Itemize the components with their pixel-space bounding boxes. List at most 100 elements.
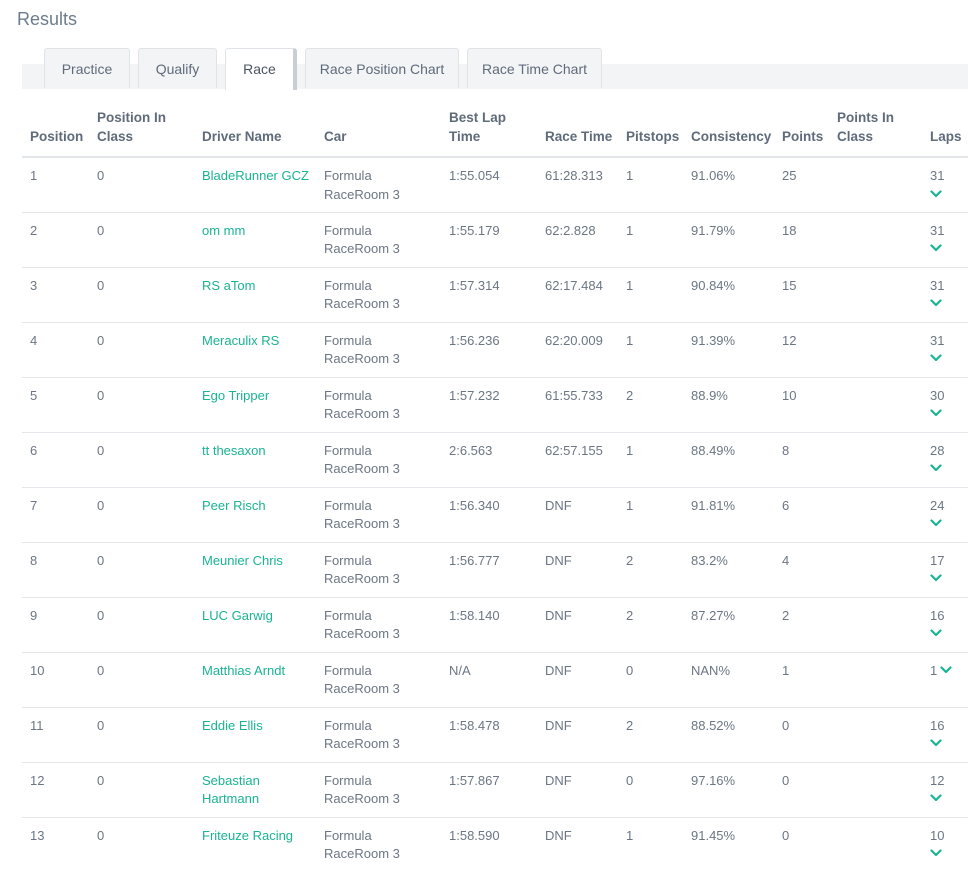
chevron-down-icon[interactable] bbox=[930, 794, 942, 802]
chevron-down-icon[interactable] bbox=[930, 739, 942, 747]
cell-position: 11 bbox=[22, 706, 89, 762]
cell-consistency: 87.27% bbox=[683, 596, 774, 652]
header-driver-name[interactable]: Driver Name bbox=[194, 102, 316, 158]
tab-race[interactable]: Race bbox=[225, 48, 297, 90]
chevron-down-icon[interactable] bbox=[930, 354, 942, 362]
cell-best-lap-time: 1:55.179 bbox=[441, 211, 537, 267]
cell-laps: 12 bbox=[922, 761, 968, 817]
cell-position-in-class: 0 bbox=[89, 431, 194, 487]
driver-name-link[interactable]: om mm bbox=[202, 222, 246, 238]
laps-count: 30 bbox=[930, 387, 945, 403]
cell-position-in-class: 0 bbox=[89, 816, 194, 872]
cell-consistency: 91.45% bbox=[683, 816, 774, 872]
cell-position-in-class: 0 bbox=[89, 651, 194, 707]
cell-position-in-class: 0 bbox=[97, 168, 105, 183]
driver-name-link[interactable]: Sebastian Hartmann bbox=[202, 772, 260, 807]
header-points[interactable]: Points bbox=[774, 102, 829, 158]
laps-count: 16 bbox=[930, 717, 945, 733]
header-position[interactable]: Position bbox=[22, 102, 89, 158]
table-row: 12 0 Sebastian Hartmann Formula RaceRoom… bbox=[22, 761, 968, 817]
cell-car: Formula RaceRoom 3 bbox=[324, 168, 400, 202]
cell-best-lap-time: N/A bbox=[441, 651, 537, 707]
cell-race-time: DNF bbox=[537, 596, 618, 652]
driver-name-link[interactable]: tt thesaxon bbox=[202, 442, 266, 458]
cell-race-time: DNF bbox=[537, 761, 618, 817]
header-race-time[interactable]: Race Time bbox=[537, 102, 618, 158]
cell-best-lap-time: 1:56.777 bbox=[441, 541, 537, 597]
header-car[interactable]: Car bbox=[316, 102, 441, 158]
chevron-down-icon[interactable] bbox=[930, 464, 942, 472]
cell-car: Formula RaceRoom 3 bbox=[316, 651, 441, 707]
chevron-down-icon[interactable] bbox=[930, 574, 942, 582]
cell-race-time: 61:55.733 bbox=[537, 376, 618, 432]
table-row: 10 0 Matthias Arndt Formula RaceRoom 3 N… bbox=[22, 651, 968, 707]
driver-name-link[interactable]: Eddie Ellis bbox=[202, 717, 263, 733]
driver-name-link[interactable]: LUC Garwig bbox=[202, 607, 273, 623]
cell-points-in-class bbox=[829, 596, 922, 652]
cell-position-in-class: 0 bbox=[89, 376, 194, 432]
header-points-in-class[interactable]: Points In Class bbox=[829, 102, 922, 158]
tab-race-position-chart[interactable]: Race Position Chart bbox=[305, 48, 459, 88]
cell-points-in-class bbox=[829, 761, 922, 817]
chevron-down-icon[interactable] bbox=[930, 519, 942, 527]
driver-name-link[interactable]: RS aTom bbox=[202, 277, 256, 293]
cell-best-lap-time: 1:55.054 bbox=[449, 168, 500, 183]
header-pitstops[interactable]: Pitstops bbox=[618, 102, 683, 158]
cell-laps: 16 bbox=[922, 596, 968, 652]
table-row: 4 0 Meraculix RS Formula RaceRoom 3 1:56… bbox=[22, 321, 968, 377]
cell-car: Formula RaceRoom 3 bbox=[316, 266, 441, 322]
chevron-down-icon[interactable] bbox=[930, 299, 942, 307]
header-consistency[interactable]: Consistency bbox=[683, 102, 774, 158]
cell-consistency: 97.16% bbox=[683, 761, 774, 817]
cell-consistency: 88.49% bbox=[683, 431, 774, 487]
chevron-down-icon[interactable] bbox=[940, 665, 952, 674]
header-best-lap-time[interactable]: Best Lap Time bbox=[441, 102, 537, 158]
tab-qualify[interactable]: Qualify bbox=[138, 48, 217, 88]
cell-race-time: DNF bbox=[537, 486, 618, 542]
cell-race-time: DNF bbox=[537, 541, 618, 597]
cell-points: 0 bbox=[774, 706, 829, 762]
cell-race-time: 62:20.009 bbox=[537, 321, 618, 377]
chevron-down-icon[interactable] bbox=[930, 409, 942, 417]
cell-points-in-class bbox=[829, 541, 922, 597]
cell-consistency: 88.52% bbox=[683, 706, 774, 762]
tab-practice[interactable]: Practice bbox=[44, 48, 130, 88]
cell-position: 2 bbox=[22, 211, 89, 267]
driver-name-link[interactable]: Meraculix RS bbox=[202, 332, 280, 348]
driver-name-link[interactable]: Friteuze Racing bbox=[202, 827, 294, 843]
driver-name-link[interactable]: BladeRunner GCZ bbox=[202, 168, 309, 183]
cell-race-time: 61:28.313 bbox=[545, 168, 603, 183]
cell-laps: 31 bbox=[922, 321, 968, 377]
driver-name-link[interactable]: Matthias Arndt bbox=[202, 662, 286, 678]
cell-consistency: 91.81% bbox=[683, 486, 774, 542]
cell-consistency: 91.06% bbox=[691, 168, 736, 183]
page-title: Results bbox=[17, 9, 78, 29]
laps-count: 12 bbox=[930, 772, 945, 788]
laps-count: 31 bbox=[930, 332, 945, 348]
chevron-down-icon[interactable] bbox=[930, 849, 942, 857]
chevron-down-icon[interactable] bbox=[930, 189, 942, 198]
chevron-down-icon[interactable] bbox=[930, 244, 942, 252]
driver-name-link[interactable]: Meunier Chris bbox=[202, 552, 283, 568]
cell-best-lap-time: 1:58.478 bbox=[441, 706, 537, 762]
laps-count: 28 bbox=[930, 442, 945, 458]
chevron-down-icon[interactable] bbox=[930, 629, 942, 637]
cell-position: 6 bbox=[22, 431, 89, 487]
header-laps[interactable]: Laps bbox=[922, 102, 968, 158]
cell-laps: 31 bbox=[922, 266, 968, 322]
cell-best-lap-time: 1:57.314 bbox=[441, 266, 537, 322]
header-position-in-class[interactable]: Position In Class bbox=[89, 102, 194, 158]
table-row: 6 0 tt thesaxon Formula RaceRoom 3 2:6.5… bbox=[22, 431, 968, 487]
laps-count: 10 bbox=[930, 827, 945, 843]
tab-race-time-chart[interactable]: Race Time Chart bbox=[467, 48, 602, 88]
cell-best-lap-time: 1:56.236 bbox=[441, 321, 537, 377]
cell-car: Formula RaceRoom 3 bbox=[316, 816, 441, 872]
cell-position: 3 bbox=[22, 266, 89, 322]
cell-car: Formula RaceRoom 3 bbox=[316, 321, 441, 377]
cell-pitstops: 1 bbox=[626, 168, 634, 183]
cell-position-in-class: 0 bbox=[89, 486, 194, 542]
cell-points: 6 bbox=[774, 486, 829, 542]
cell-position: 8 bbox=[22, 541, 89, 597]
driver-name-link[interactable]: Peer Risch bbox=[202, 497, 266, 513]
driver-name-link[interactable]: Ego Tripper bbox=[202, 387, 270, 403]
